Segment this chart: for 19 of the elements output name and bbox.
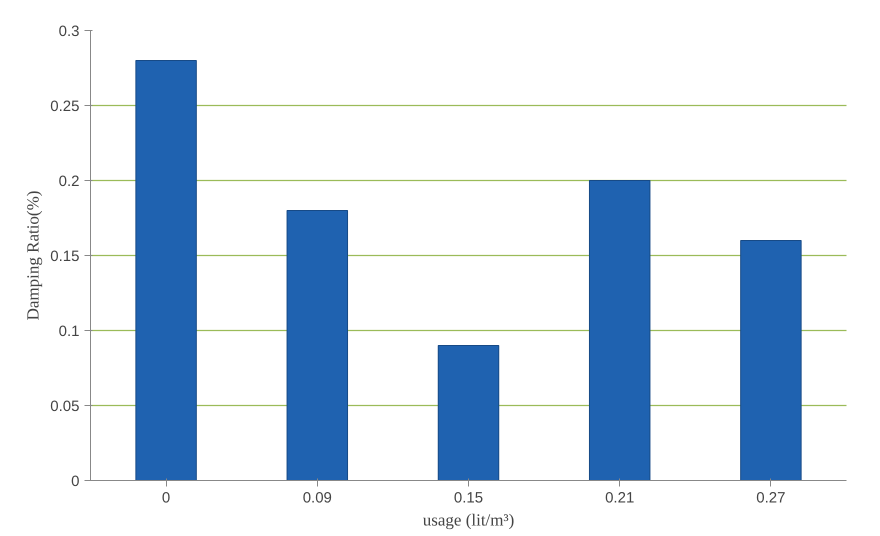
bar [438, 345, 500, 480]
bar [135, 60, 197, 480]
x-tick-label: 0.15 [454, 490, 484, 506]
bar [588, 180, 650, 480]
x-tick-label: 0.09 [302, 490, 332, 506]
y-tick-label: 0.1 [58, 323, 80, 340]
y-tick-label: 0.15 [50, 248, 80, 265]
bar [286, 210, 348, 480]
y-tick-label: 0.3 [58, 23, 80, 40]
y-tick-label: 0.05 [50, 398, 80, 415]
y-tick-label: 0.25 [50, 98, 80, 115]
x-axis-title: usage (lit/m³) [422, 510, 514, 530]
y-tick-label: 0 [71, 473, 80, 490]
y-tick-label: 0.2 [58, 173, 80, 190]
x-tick-label: 0 [162, 490, 170, 506]
x-tick-label: 0.21 [605, 490, 634, 506]
x-tick-label: 0.27 [756, 490, 786, 506]
y-axis-title: Damping Ratio(%) [23, 190, 42, 320]
bar [740, 240, 802, 480]
